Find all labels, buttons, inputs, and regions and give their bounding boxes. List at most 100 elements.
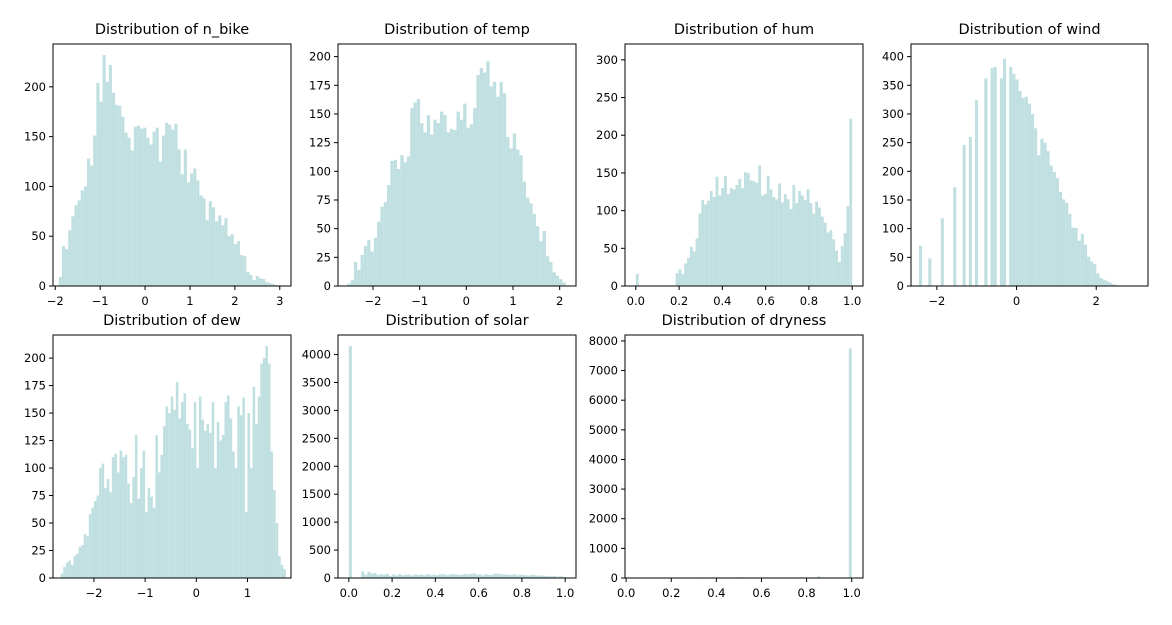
histogram-bar: [789, 209, 793, 286]
y-tick-label: 1500: [302, 487, 331, 501]
histogram-bar: [1096, 273, 1100, 286]
histogram-bar: [143, 127, 147, 287]
histogram-bar: [147, 487, 151, 578]
histogram-bar: [724, 175, 727, 286]
histogram-bar: [1018, 91, 1022, 287]
histogram-bar: [835, 250, 838, 286]
histogram-bar: [188, 429, 192, 578]
y-tick-label: 50: [603, 241, 618, 255]
histogram-bar: [519, 155, 523, 286]
x-tick-label: 0.6: [469, 586, 487, 600]
histogram-bar: [99, 101, 103, 286]
x-tick-label: 1.0: [556, 586, 574, 600]
histogram-bar: [809, 203, 813, 286]
y-tick-label: 200: [24, 351, 46, 365]
histogram-bar: [840, 246, 844, 286]
y-tick-label: 400: [882, 50, 904, 64]
histogram-bar: [419, 574, 423, 578]
histogram-bar: [515, 575, 519, 578]
chart-title: Distribution of dew: [103, 313, 241, 329]
histogram-bar: [413, 574, 417, 578]
histogram-bar: [522, 181, 527, 286]
histogram-bar: [193, 402, 197, 578]
histogram-bar: [252, 386, 256, 578]
axes-frame: [52, 43, 292, 287]
histogram-bar: [763, 194, 767, 286]
histogram-bar: [191, 448, 194, 578]
histogram-bar: [675, 273, 679, 286]
histogram-panel: Distribution of solar 0.0 0.2 0.4 0.6 0.8 1.0 0…: [302, 313, 577, 600]
histogram-bar: [543, 576, 547, 578]
histogram-bar: [848, 348, 852, 578]
histogram-bar: [559, 576, 563, 578]
histogram-bar: [74, 205, 78, 286]
histogram-bar: [449, 128, 454, 286]
x-tick-label: 0.0: [340, 586, 358, 600]
histogram-bar: [65, 562, 69, 578]
histogram-bar: [516, 149, 520, 286]
histogram-bar: [800, 195, 804, 286]
histogram-bar: [357, 269, 361, 286]
histogram-bar: [262, 358, 266, 578]
histogram-bar: [206, 424, 210, 578]
histogram-bar: [539, 241, 543, 286]
histogram-bar: [1108, 282, 1112, 286]
y-tick-label: 75: [31, 489, 46, 503]
histogram-bar: [999, 78, 1003, 286]
histogram-bar: [404, 574, 408, 578]
histogram-bar: [350, 280, 354, 286]
histogram-bar: [832, 239, 836, 286]
histogram-bar: [178, 418, 181, 578]
histogram-bar: [260, 363, 263, 578]
histogram-bar: [249, 275, 253, 286]
histogram-bar: [426, 574, 430, 578]
histogram-bar: [177, 149, 181, 286]
histogram-bar: [812, 213, 816, 286]
x-tick-label: 0.4: [713, 294, 731, 308]
histogram-bar: [211, 402, 215, 578]
histogram-bar: [132, 476, 135, 578]
histogram-bar: [383, 202, 388, 286]
histogram-bar: [497, 573, 501, 578]
histogram-bar: [60, 573, 64, 578]
histogram-bar: [479, 68, 484, 286]
histogram-bar: [155, 127, 159, 287]
histogram-bar: [704, 204, 707, 286]
y-tick-label: 350: [882, 78, 904, 92]
histogram-bar: [1043, 142, 1047, 286]
histogram-bar: [521, 574, 525, 578]
histogram-bar: [1068, 213, 1072, 286]
histogram-bar: [224, 218, 228, 286]
x-tick-label: 0.2: [670, 294, 688, 308]
histogram-bar: [798, 191, 801, 286]
histogram-bar: [152, 507, 156, 578]
y-tick-label: 3000: [589, 482, 618, 496]
histogram-bar: [453, 130, 457, 286]
histogram-bar: [792, 184, 796, 286]
histogram-bar: [472, 573, 476, 578]
histogram-bar: [258, 278, 262, 286]
x-tick-label: 2: [556, 294, 563, 308]
histogram-bar: [145, 512, 148, 578]
y-tick-label: 0: [39, 279, 46, 293]
x-tick-label: 0.8: [513, 586, 531, 600]
histogram-bar: [211, 207, 216, 286]
histogram-bar: [678, 269, 682, 286]
histogram-bar: [491, 574, 495, 578]
histogram-panel: Distribution of n_bike −2 −1 0 1 2 3 0 50 100 150 2…: [24, 22, 292, 308]
y-tick-label: 3500: [302, 375, 331, 389]
x-tick-label: 0: [141, 294, 148, 308]
histogram-bar: [398, 574, 402, 578]
histogram-bar: [506, 574, 510, 578]
histogram-bar: [535, 226, 540, 286]
histogram-bar: [509, 574, 513, 578]
y-tick-label: 100: [24, 461, 46, 475]
histogram-bar: [81, 545, 84, 578]
histogram-bar: [111, 92, 116, 286]
y-tick-label: 0: [324, 571, 331, 585]
histogram-bar: [278, 556, 281, 578]
histogram-bar: [775, 199, 779, 286]
histogram-bar: [400, 155, 404, 286]
histogram-bar: [119, 450, 123, 578]
histogram-bar: [370, 573, 374, 578]
